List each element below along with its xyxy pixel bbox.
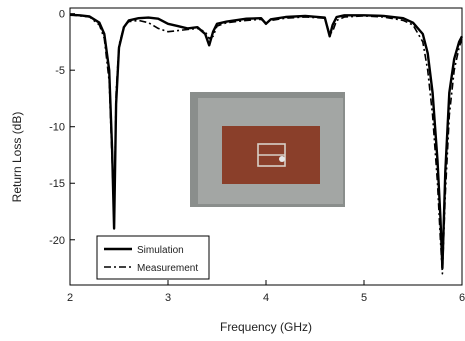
y-axis-label: Return Loss (dB) [10, 112, 24, 203]
y-tick-label: -15 [49, 178, 65, 190]
x-tick-label: 2 [67, 292, 73, 304]
x-tick-label: 6 [459, 292, 465, 304]
series-layer [69, 13, 464, 275]
axis-ticks: 2 3 4 5 6 0 -5 -10 -15 -20 [49, 9, 465, 304]
x-tick-label: 5 [361, 292, 367, 304]
legend-label-simulation: Simulation [137, 245, 184, 256]
antenna-photo-inset [190, 92, 345, 207]
x-tick-label: 3 [165, 292, 171, 304]
y-tick-label: -10 [49, 122, 65, 134]
inset-feed-point [279, 156, 285, 162]
y-tick-label: -20 [49, 235, 65, 247]
legend-label-measurement: Measurement [137, 263, 198, 274]
legend-box [96, 235, 210, 280]
legend: Simulation Measurement [96, 235, 210, 280]
x-tick-label: 4 [263, 292, 269, 304]
y-tick-label: -5 [55, 65, 65, 77]
x-axis-label: Frequency (GHz) [220, 320, 312, 334]
y-tick-label: 0 [59, 9, 65, 21]
